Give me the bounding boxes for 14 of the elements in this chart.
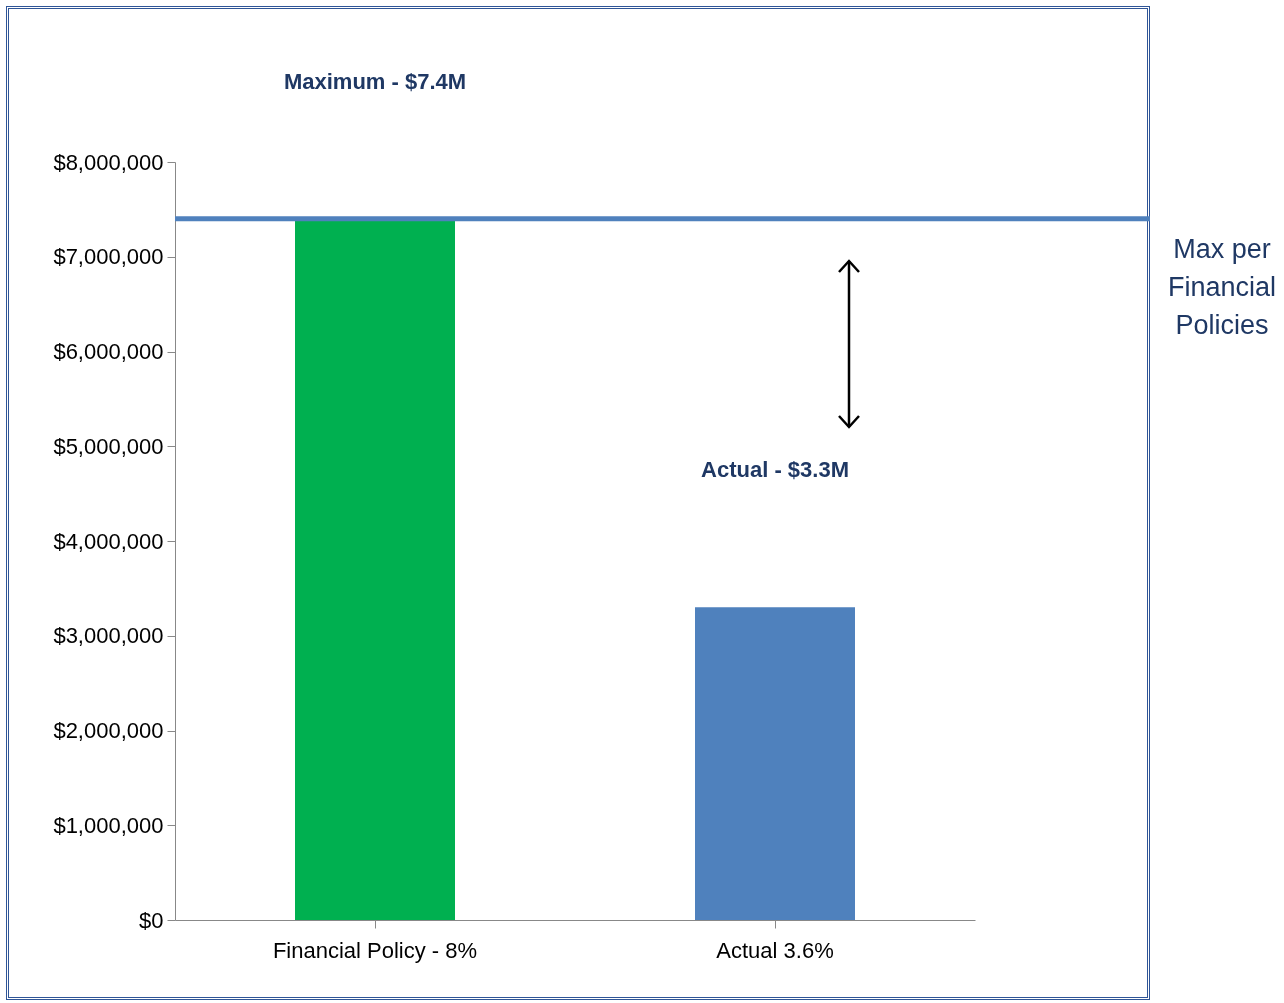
y-tick-label: $2,000,000 [53,718,164,743]
annotation: Actual - $3.3M [701,457,849,483]
x-tick-label: Financial Policy - 8% [272,937,478,963]
ref-line-label: Max per Financial Policies [1167,233,1277,340]
y-tick-label: $3,000,000 [53,623,164,649]
y-tick-label: $6,000,000 [53,339,164,364]
text: Maximum - $7.4M [283,68,467,94]
y-tick-label: $7,000,000 [53,244,164,270]
y-tick-label: $1,000,000 [53,812,164,838]
y-tick-label: $8,000,000 [53,149,164,175]
y-tick-label: $5,000,000 [53,433,164,459]
y-tick-label: $4,000,000 [53,528,164,554]
x-tick-label: Actual 3.6% [716,937,834,963]
y-tick-label: $0 [139,907,164,933]
